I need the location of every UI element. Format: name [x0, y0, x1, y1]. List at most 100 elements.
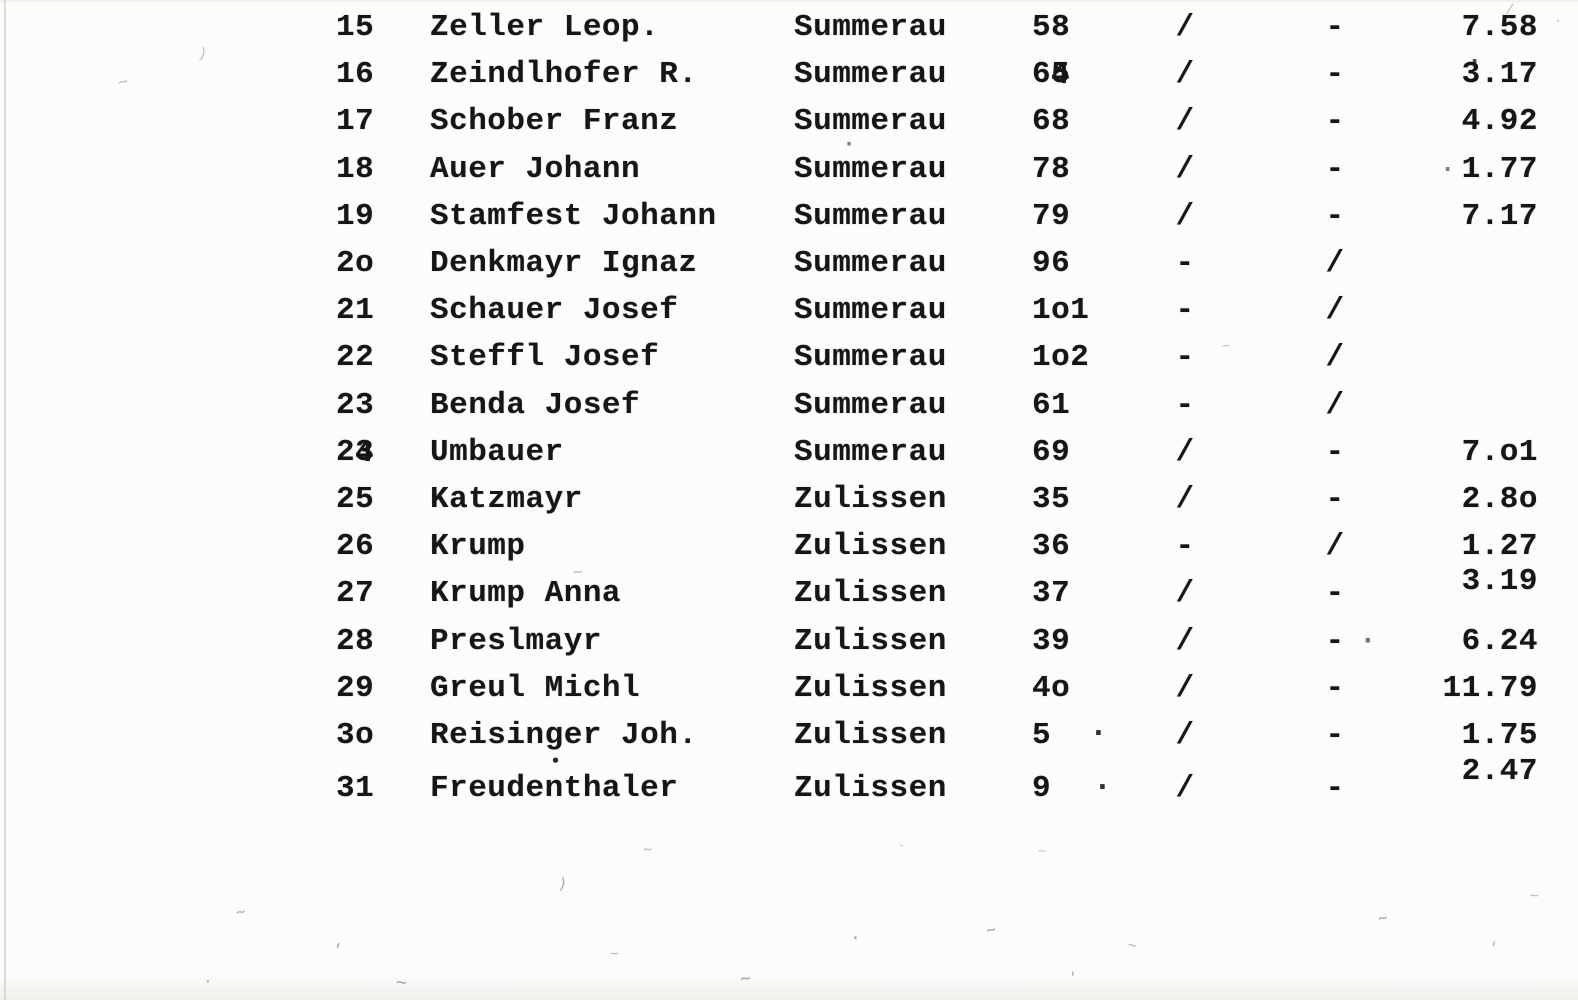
name-cell: Zeindlhofer R.	[430, 57, 698, 92]
row-number-cell: 29	[336, 671, 375, 706]
mark-left-cell: /	[1175, 57, 1195, 92]
place-cell: Zulissen	[794, 718, 947, 753]
page-edge-left	[4, 0, 6, 1000]
place-cell: Zulissen	[794, 576, 947, 611]
mark-left-cell: /	[1175, 152, 1195, 187]
row-number-cell: 26	[336, 529, 375, 564]
house-number-cell: 68	[1032, 104, 1071, 139]
place-cell: Summerau	[794, 246, 947, 281]
place-cell: Summerau	[794, 57, 947, 92]
house-number-cell: 65 4	[1032, 53, 1070, 97]
table-row: 15 Zeller Leop. Summerau 58 / - 7.58	[0, 6, 1578, 50]
house-number-cell: 5	[1032, 718, 1052, 753]
value-cell: 1.75	[1461, 718, 1538, 753]
name-cell: Stamfest Johann	[430, 199, 717, 234]
house-number-cell: 69	[1032, 435, 1071, 470]
mark-left-cell: /	[1175, 435, 1195, 470]
mark-left-cell: /	[1175, 624, 1195, 659]
mark-right-cell: -	[1325, 671, 1345, 706]
place-cell: Zulissen	[794, 771, 947, 806]
name-cell: Krump	[430, 529, 526, 564]
row-number-cell: 23	[336, 388, 375, 423]
mark-left-cell: /	[1175, 771, 1195, 806]
row-number-cell: 25	[336, 482, 375, 517]
name-cell: Benda Josef	[430, 388, 641, 423]
mark-right-cell: /	[1325, 388, 1345, 423]
name-cell: Greul Michl	[430, 671, 641, 706]
house-number-cell: 37	[1032, 576, 1071, 611]
mark-left-cell: /	[1175, 199, 1195, 234]
table-row: 25 Katzmayr Zulissen 35 / - 2.8o	[0, 478, 1578, 522]
house-number-cell: 1o2	[1032, 340, 1090, 375]
mark-left-cell: /	[1175, 10, 1195, 45]
name-cell: Denkmayr Ignaz	[430, 246, 698, 281]
value-cell: 1.27	[1461, 529, 1538, 564]
mark-right-cell: -	[1325, 771, 1345, 806]
table-row: 19 Stamfest Johann Summerau 79 / - 7.17	[0, 195, 1578, 239]
house-number-cell: 35	[1032, 482, 1071, 517]
row-number-cell: 22	[336, 340, 375, 375]
row-number-cell: 3o	[336, 718, 375, 753]
house-number-cell: 1o1	[1032, 293, 1090, 328]
table-row: 21 Schauer Josef Summerau 1o1 - /	[0, 289, 1578, 333]
place-cell: Summerau	[794, 340, 947, 375]
mark-right-cell: -	[1325, 482, 1345, 517]
house-number-cell: 9	[1032, 771, 1052, 806]
place-cell: Summerau	[794, 435, 947, 470]
mark-right-cell: -	[1325, 10, 1345, 45]
value-cell: 11.79	[1442, 671, 1538, 706]
row-number-cell: 16	[336, 57, 375, 92]
name-cell: Steffl Josef	[430, 340, 660, 375]
house-number-cell: 58	[1032, 10, 1071, 45]
name-cell: Reisinger Joh.	[430, 718, 698, 753]
house-number-cell: 79	[1032, 199, 1071, 234]
overstruck-digit: 4	[355, 436, 375, 471]
mark-left-cell: -	[1175, 246, 1195, 281]
mark-right-cell: /	[1325, 529, 1345, 564]
name-cell: Zeller Leop.	[430, 10, 660, 45]
value-cell: 6.24	[1461, 624, 1538, 659]
value-cell: 2.47	[1461, 754, 1538, 789]
place-cell: Summerau	[794, 199, 947, 234]
value-cell: 7.17	[1461, 199, 1538, 234]
mark-right-cell: -	[1325, 576, 1345, 611]
house-number-cell: 39	[1032, 624, 1071, 659]
house-number-cell: 96	[1032, 246, 1071, 281]
scan-smudge	[0, 974, 1578, 1000]
value-cell: 4.92	[1461, 104, 1538, 139]
place-cell: Summerau	[794, 293, 947, 328]
value-cell: 3.19	[1461, 564, 1538, 599]
mark-right-cell: -	[1325, 718, 1345, 753]
overstruck-digit: 4	[1051, 58, 1071, 93]
name-cell: Umbauer	[430, 435, 564, 470]
mark-right-cell: -	[1325, 104, 1345, 139]
place-cell: Summerau	[794, 10, 947, 45]
row-number-cell: 28	[336, 624, 375, 659]
row-number-cell: 17	[336, 104, 375, 139]
row-number-cell: 27	[336, 576, 375, 611]
name-cell: Schober Franz	[430, 104, 679, 139]
house-number-cell: 4o	[1032, 671, 1071, 706]
mark-right-cell: -	[1325, 199, 1345, 234]
mark-left-cell: -	[1175, 340, 1195, 375]
house-number-cell: 78	[1032, 152, 1071, 187]
row-number-cell: 15	[336, 10, 375, 45]
mark-left-cell: /	[1175, 482, 1195, 517]
table-row: 17 Schober Franz Summerau 68 / - 4.92	[0, 100, 1578, 144]
mark-left-cell: /	[1175, 576, 1195, 611]
table-row: 31 Freudenthaler Zulissen 9 / - 2.47	[0, 754, 1578, 811]
mark-right-cell: -	[1325, 435, 1345, 470]
name-cell: Freudenthaler	[430, 771, 679, 806]
name-cell: Preslmayr	[430, 624, 602, 659]
value-cell: 7.58	[1461, 10, 1538, 45]
mark-right-cell: -	[1325, 624, 1345, 659]
mark-right-cell: /	[1325, 246, 1345, 281]
mark-left-cell: /	[1175, 718, 1195, 753]
value-cell: 7.o1	[1461, 435, 1538, 470]
table-row: 27 Krump Anna Zulissen 37 / - 3.19	[0, 564, 1578, 616]
row-number-cell: 2o	[336, 246, 375, 281]
mark-left-cell: /	[1175, 671, 1195, 706]
name-cell: Auer Johann	[430, 152, 641, 187]
house-number-cell: 36	[1032, 529, 1071, 564]
